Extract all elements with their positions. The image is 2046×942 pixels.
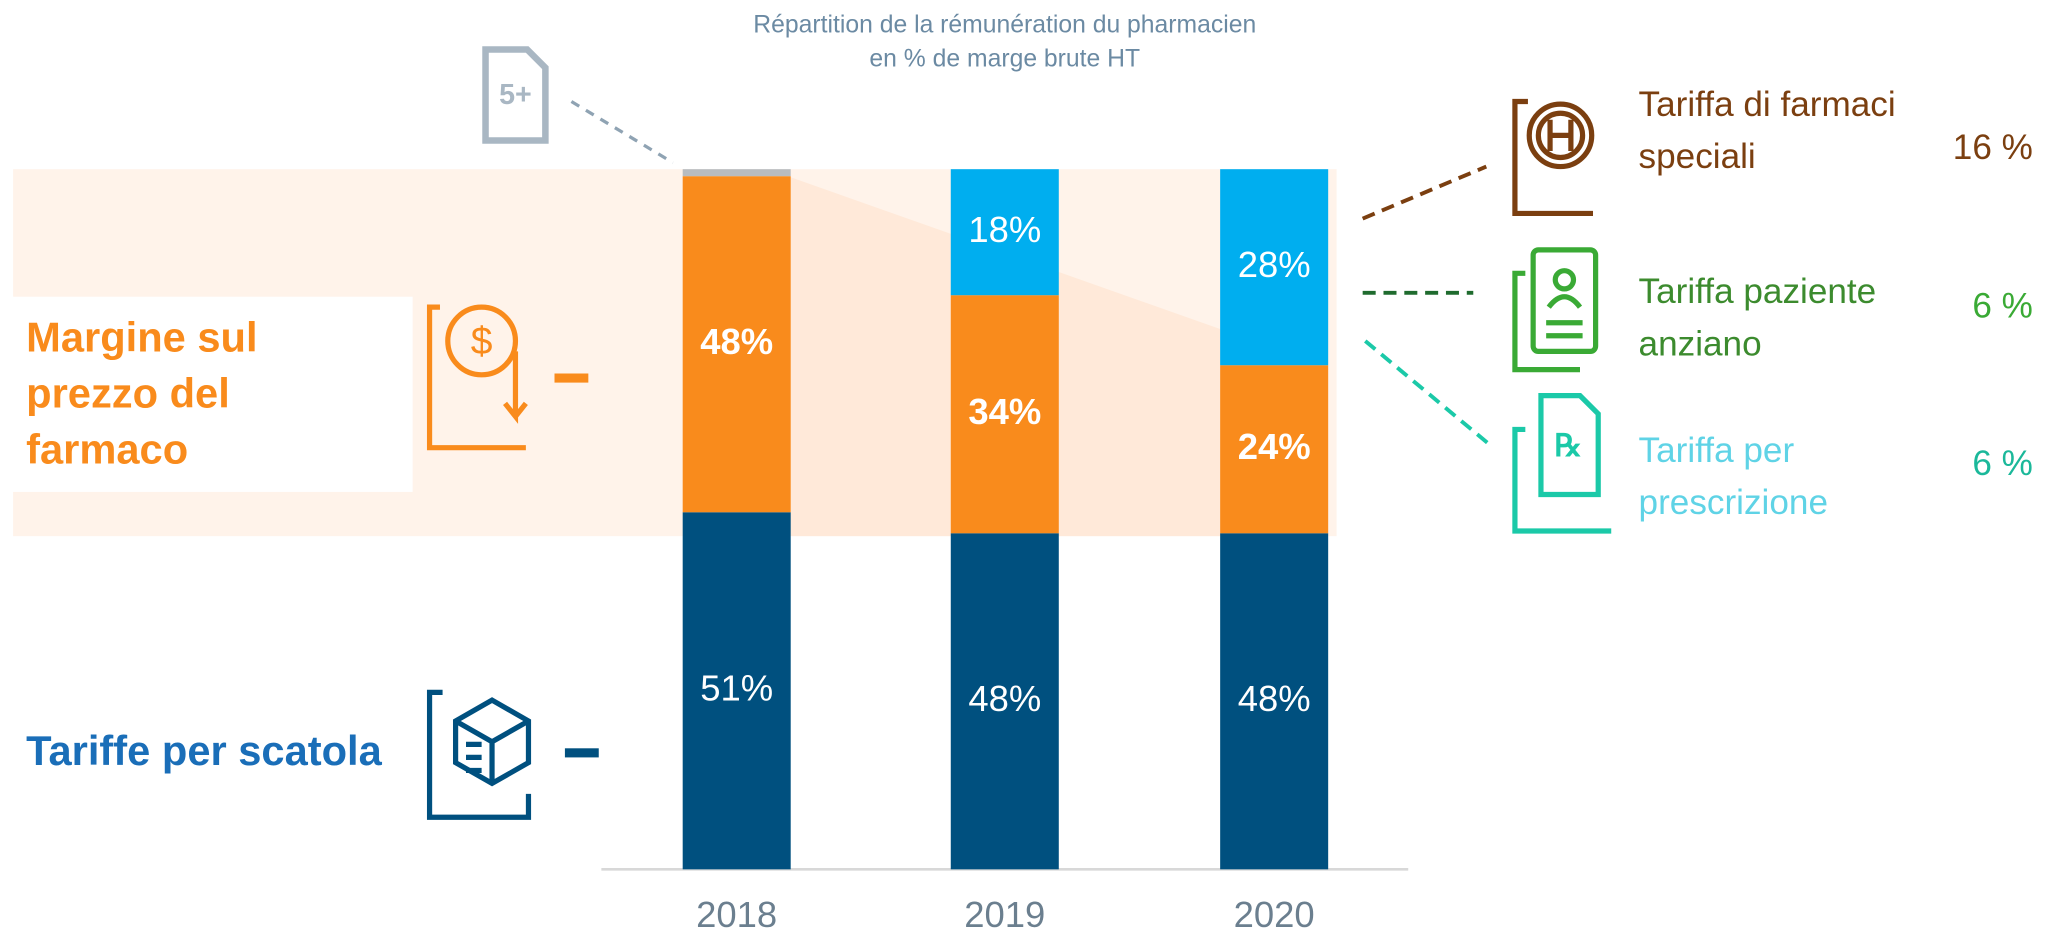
series-label: Margine sul prezzo del farmaco [26,313,258,473]
series-label-box: Margine sul prezzo del farmaco [26,313,258,473]
dash [564,748,599,758]
data-label: 24% [1238,426,1311,467]
x-tick-label: 2019 [964,894,1045,935]
bar-segment [1220,169,1329,366]
breakdown-value: 6 % [1972,287,2033,326]
icon-label: 5+ [499,79,532,111]
dollar-icon [426,304,528,451]
breakdown-label: Tariffa paziente anziano [1638,271,1877,364]
connector [570,100,674,165]
bar-segment [682,169,791,177]
bar-segment [682,176,791,513]
data-label: 48% [968,678,1041,719]
data-label: 34% [968,391,1041,432]
breakdown-label-box: Tariffa paziente anziano [1638,271,1877,364]
breakdown-label-box: Tariffa di farmaci speciali [1638,84,1896,176]
label-box [2,296,413,492]
series-label-box: Tariffe per scatola [26,727,382,775]
data-label: 28% [1238,244,1311,285]
doc-icon [482,46,549,144]
bar-segment [1220,365,1329,534]
bar-segment [682,512,791,870]
bar-segment [950,169,1059,296]
clipboard-icon [1512,247,1599,373]
connector [1361,164,1488,221]
chart-title: Répartition de la rémunération du pharma… [753,12,1256,39]
bar-segment [1220,533,1329,870]
data-label: 48% [1238,678,1311,719]
hospital-icon [1512,98,1595,217]
chart-subtitle: en % de marge brute HT [869,45,1140,72]
rx-icon [1512,393,1612,534]
bar-segment [950,295,1059,534]
connector [1364,339,1492,447]
breakdown-label: Tariffa per prescrizione [1638,430,1828,522]
breakdown-value: 6 % [1972,444,2033,483]
breakdown-label-box: Tariffa per prescrizione [1638,430,1828,522]
x-tick-label: 2018 [696,894,777,935]
data-label: 51% [700,667,773,708]
dollar-sign: $ [471,320,493,363]
rx-symbol: ℞ [1554,428,1582,463]
breakdown-value: 16 % [1953,128,2033,167]
dash [554,373,589,383]
data-label: 18% [968,209,1041,250]
x-tick-label: 2020 [1234,894,1315,935]
series-label: Tariffe per scatola [26,727,382,775]
box-icon [426,689,532,820]
data-label: 48% [700,321,773,362]
breakdown-label: Tariffa di farmaci speciali [1638,84,1896,176]
bar-segment [950,533,1059,870]
